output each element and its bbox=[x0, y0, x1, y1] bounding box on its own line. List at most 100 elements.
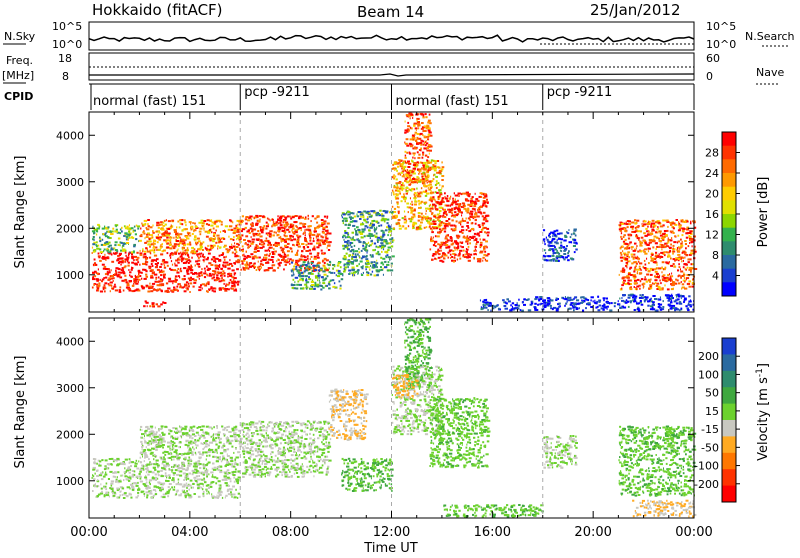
data-region bbox=[341, 458, 394, 492]
data-region bbox=[443, 504, 544, 518]
colorbar-swatch bbox=[722, 241, 736, 255]
cpid-segment-label: pcp -9211 bbox=[244, 85, 310, 100]
data-region bbox=[404, 113, 432, 184]
x-tick-label: 16:00 bbox=[474, 525, 511, 540]
nsky-right-tick-top: 10^5 bbox=[706, 20, 736, 33]
colorbar-swatch bbox=[722, 486, 736, 503]
colorbar-tick-label: 8 bbox=[712, 249, 719, 262]
nsky-tick-top: 10^5 bbox=[52, 20, 82, 33]
colorbar-tick-label: 15 bbox=[705, 405, 719, 418]
data-region bbox=[92, 458, 241, 499]
colorbar-tick-label: 28 bbox=[705, 147, 719, 160]
velocity-ylabel: Slant Range [km] bbox=[13, 356, 28, 469]
data-region bbox=[632, 500, 696, 518]
colorbar-swatch bbox=[722, 132, 736, 146]
colorbar-swatch bbox=[722, 255, 736, 269]
colorbar-swatch bbox=[722, 187, 736, 201]
data-region bbox=[618, 426, 696, 497]
cpid-panel: CPID normal (fast) 151 pcp -9211 normal (f… bbox=[4, 84, 694, 110]
cpid-segment-label: normal (fast) 151 bbox=[93, 94, 206, 109]
time-axis: 00:00 04:00 08:00 12:00 16:00 20:00 00:00 bbox=[70, 525, 712, 540]
y-tick-label: 2000 bbox=[56, 428, 84, 441]
data-region bbox=[480, 298, 532, 311]
power-colorbar: 28 24 20 16 12 8 4 bbox=[705, 132, 740, 297]
colorbar-tick-label: 50 bbox=[705, 387, 719, 400]
colorbar-tick-label: 24 bbox=[705, 167, 719, 180]
colorbar-tick-label: -200 bbox=[694, 478, 719, 491]
data-region bbox=[341, 210, 395, 277]
colorbar-swatch bbox=[722, 453, 736, 470]
y-tick-label: 1000 bbox=[56, 475, 84, 488]
freq-trace bbox=[89, 74, 694, 76]
data-region bbox=[92, 252, 240, 294]
colorbar-swatch bbox=[722, 436, 736, 453]
cpid-segment-label: pcp -9211 bbox=[547, 85, 613, 100]
colorbar-swatch bbox=[722, 354, 736, 371]
colorbar-swatch bbox=[722, 228, 736, 242]
colorbar-swatch bbox=[722, 387, 736, 404]
y-tick-label: 4000 bbox=[56, 129, 84, 142]
cpid-segment-label: normal (fast) 151 bbox=[396, 94, 509, 109]
colorbar-swatch bbox=[722, 146, 736, 160]
freq-panel: Freq. [MHz] 18 8 60 0 Nave bbox=[2, 52, 784, 84]
colorbar-tick-label: 20 bbox=[705, 188, 719, 201]
data-region bbox=[329, 389, 369, 441]
colorbar-tick-label: 100 bbox=[698, 368, 719, 381]
colorbar-swatch bbox=[722, 282, 736, 296]
cpid-label: CPID bbox=[4, 90, 33, 103]
colorbar-tick-label: 16 bbox=[705, 208, 719, 221]
plot-title: Hokkaido (fitACF) bbox=[92, 1, 223, 19]
data-region bbox=[240, 215, 331, 272]
data-region bbox=[619, 294, 694, 312]
freq-tick-top: 18 bbox=[58, 52, 72, 65]
colorbar-tick-label: -50 bbox=[701, 441, 719, 454]
freq-unit: [MHz] bbox=[2, 69, 34, 82]
data-region bbox=[619, 219, 698, 291]
x-tick-label: 12:00 bbox=[373, 525, 410, 540]
y-tick-label: 4000 bbox=[56, 335, 84, 348]
x-tick-label: 00:00 bbox=[675, 525, 712, 540]
x-tick-label: 00:00 bbox=[70, 525, 107, 540]
data-region bbox=[543, 435, 578, 469]
colorbar-swatch bbox=[722, 269, 736, 283]
x-tick-label: 04:00 bbox=[171, 525, 208, 540]
colorbar-swatch bbox=[722, 338, 736, 355]
time-axis-label: Time UT bbox=[363, 541, 417, 554]
beam-label: Beam 14 bbox=[357, 3, 424, 21]
nave-label: Nave bbox=[756, 66, 784, 79]
nsky-trace bbox=[89, 35, 694, 42]
colorbar-tick-label: 12 bbox=[705, 229, 719, 242]
date-label: 25/Jan/2012 bbox=[590, 1, 681, 19]
nsky-label: N.Sky bbox=[4, 30, 36, 43]
colorbar-swatch bbox=[722, 200, 736, 214]
nsky-right-tick-bottom: 10^0 bbox=[706, 38, 736, 51]
velocity-colorbar-label: Velocity [m s-1] bbox=[755, 363, 771, 461]
power-ylabel: Slant Range [km] bbox=[13, 156, 28, 269]
data-region bbox=[143, 300, 166, 307]
data-region bbox=[140, 219, 243, 254]
data-region bbox=[531, 296, 621, 312]
colorbar-tick-label: 200 bbox=[698, 350, 719, 363]
freq-tick-bottom: 8 bbox=[62, 70, 69, 83]
x-tick-label: 08:00 bbox=[272, 525, 309, 540]
nsky-tick-bottom: 10^0 bbox=[52, 38, 82, 51]
data-region bbox=[429, 397, 490, 468]
data-region bbox=[240, 420, 331, 478]
y-tick-label: 3000 bbox=[56, 382, 84, 395]
colorbar-swatch bbox=[722, 404, 736, 421]
colorbar-swatch bbox=[722, 371, 736, 388]
x-tick-label: 20:00 bbox=[574, 525, 611, 540]
nave-tick-bottom: 0 bbox=[706, 70, 713, 83]
power-colorbar-label: Power [dB] bbox=[756, 177, 771, 248]
y-tick-label: 2000 bbox=[56, 222, 84, 235]
colorbar-tick-label: -100 bbox=[694, 460, 719, 473]
nave-tick-top: 60 bbox=[706, 52, 720, 65]
colorbar-tick-label: 4 bbox=[712, 270, 719, 283]
y-tick-label: 3000 bbox=[56, 176, 84, 189]
nsky-panel: N.Sky 10^5 10^0 10^5 10^0 N.Search bbox=[3, 20, 795, 51]
colorbar-swatch bbox=[722, 420, 736, 437]
colorbar-swatch bbox=[722, 173, 736, 187]
